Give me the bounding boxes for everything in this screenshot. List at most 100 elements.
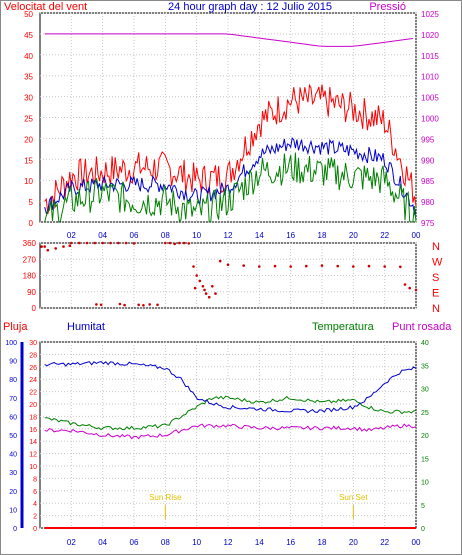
- direction-point: [109, 241, 112, 245]
- direction-tick-label: 90: [27, 288, 36, 297]
- direction-tick-label: 0: [32, 304, 37, 313]
- direction-point: [101, 241, 104, 245]
- series-temperature-line: [44, 395, 417, 431]
- direction-point: [99, 303, 103, 307]
- humidity-tick-label: 40: [9, 452, 17, 459]
- series-pressure-line: [44, 33, 413, 47]
- compass-label: S: [432, 272, 439, 284]
- humidity-tick-label: 10: [9, 507, 17, 514]
- direction-point: [195, 274, 198, 277]
- direction-point: [93, 241, 97, 245]
- direction-point: [118, 302, 122, 306]
- humidity-tick-label: 60: [9, 414, 17, 421]
- hour-tick-label: 18: [318, 231, 327, 240]
- rain-tick-label: 6: [33, 489, 37, 496]
- hour-tick-label: 04: [98, 538, 107, 547]
- temperature-tick-label: 0: [421, 526, 425, 533]
- direction-tick-label: 180: [23, 272, 37, 281]
- hour-tick-label: 14: [255, 231, 264, 240]
- hour-tick-label: 10: [192, 538, 201, 547]
- pressure-tick-label: 975: [421, 219, 435, 228]
- rain-tick-label: 12: [29, 452, 37, 459]
- hour-tick-label: 02: [67, 231, 76, 240]
- rain-tick-label: 24: [29, 377, 37, 384]
- direction-point: [173, 242, 176, 246]
- temperature-tick-label: 5: [421, 503, 425, 510]
- direction-point: [226, 263, 230, 267]
- direction-point: [95, 303, 98, 306]
- pressure-tick-label: 1025: [421, 10, 439, 19]
- rain-tick-label: 16: [29, 427, 37, 434]
- direction-point: [203, 288, 206, 292]
- hour-tick-label: 12: [224, 231, 233, 240]
- rain-tick-label: 20: [29, 402, 37, 409]
- direction-point: [383, 265, 387, 268]
- hour-tick-label: 02: [67, 538, 76, 547]
- direction-point: [62, 245, 65, 248]
- direction-point: [218, 259, 222, 263]
- pressure-tick-label: 1020: [421, 31, 439, 40]
- hour-tick-label: 16: [286, 231, 295, 240]
- direction-point: [137, 303, 140, 307]
- pressure-tick-label: 980: [421, 198, 435, 207]
- humidity-tick-label: 100: [5, 340, 17, 347]
- temperature-tick-label: 20: [421, 433, 429, 440]
- rain-tick-label: 26: [29, 365, 37, 372]
- humidity-tick-label: 70: [9, 396, 17, 403]
- rain-tick-label: 14: [29, 439, 37, 446]
- pressure-tick-label: 1010: [421, 73, 439, 82]
- direction-point: [43, 245, 46, 248]
- series-dewpoint-line: [44, 423, 417, 440]
- direction-point: [178, 241, 181, 245]
- humidity-tick-label: 50: [9, 433, 17, 440]
- direction-point: [211, 285, 214, 288]
- rain-tick-label: 0: [33, 526, 37, 533]
- direction-point: [204, 292, 208, 295]
- compass-label: N: [432, 303, 440, 315]
- wind-tick-label: 20: [24, 135, 33, 144]
- hour-tick-label: 10: [192, 231, 201, 240]
- compass-label: N: [432, 241, 440, 253]
- direction-tick-label: 360: [23, 239, 37, 248]
- wind-tick-label: 25: [24, 115, 33, 124]
- direction-point: [54, 247, 57, 250]
- direction-point: [408, 286, 412, 290]
- direction-point: [193, 286, 197, 290]
- direction-point: [187, 242, 191, 245]
- direction-point: [40, 245, 43, 248]
- direction-point: [70, 241, 73, 245]
- hour-tick-label: 20: [349, 231, 358, 240]
- direction-point: [352, 265, 355, 268]
- direction-point: [258, 265, 261, 268]
- temperature-tick-label: 35: [421, 363, 429, 370]
- hour-tick-label: 20: [349, 538, 358, 547]
- dewpoint-axis-label: Punt rosada: [392, 321, 452, 333]
- direction-point: [403, 283, 407, 286]
- compass-label: E: [432, 288, 439, 300]
- series-gust-line: [44, 83, 417, 215]
- direction-point: [320, 264, 324, 267]
- humidity-axis-label: Humitat: [67, 321, 105, 333]
- humidity-tick-label: 80: [9, 377, 17, 384]
- direction-point: [305, 264, 308, 268]
- chart-title: 24 hour graph day : 12 Julio 2015: [168, 1, 332, 13]
- hour-tick-label: 08: [161, 538, 170, 547]
- compass-label: W: [432, 257, 443, 269]
- wind-tick-label: 50: [24, 10, 33, 19]
- sun-marker-label: Sun Set: [339, 493, 368, 502]
- direction-point: [201, 285, 205, 288]
- humidity-tick-label: 20: [9, 489, 17, 496]
- rain-tick-label: 18: [29, 414, 37, 421]
- direction-point: [399, 265, 402, 269]
- wind-axis-label: Velocitat del vent: [4, 1, 87, 13]
- direction-point: [414, 288, 418, 292]
- pressure-tick-label: 1015: [421, 52, 439, 61]
- temperature-tick-label: 15: [421, 456, 429, 463]
- direction-point: [242, 264, 245, 267]
- wind-tick-label: 10: [24, 177, 33, 186]
- hour-tick-label: 00: [412, 538, 421, 547]
- hour-tick-label: 18: [318, 538, 327, 547]
- hour-tick-label: 12: [224, 538, 233, 547]
